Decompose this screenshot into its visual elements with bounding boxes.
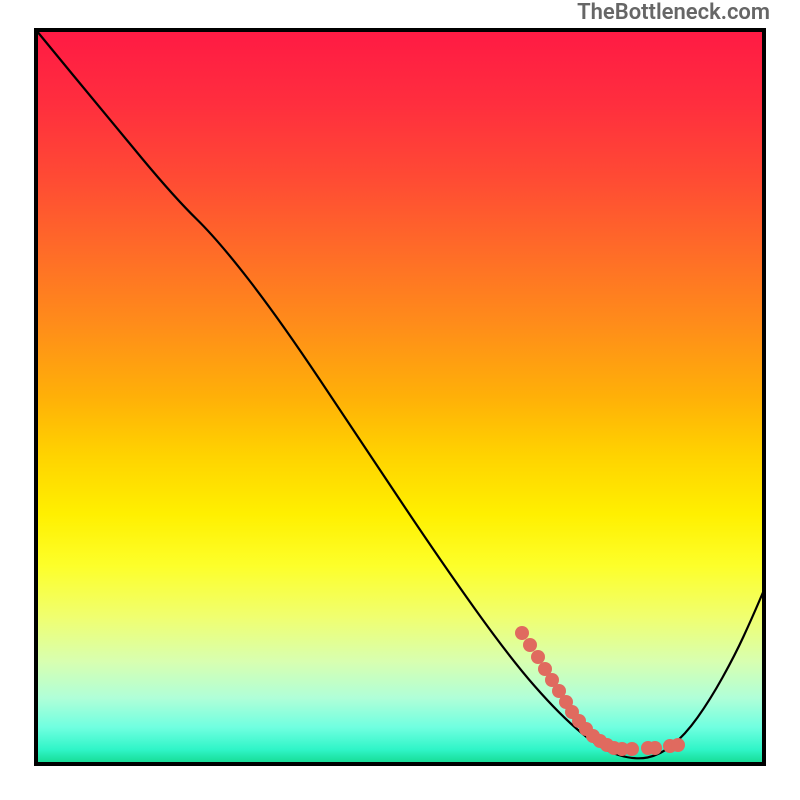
scatter-point <box>515 626 529 640</box>
scatter-point <box>648 741 662 755</box>
scatter-point <box>523 638 537 652</box>
chart-svg <box>0 0 800 800</box>
scatter-point <box>531 650 545 664</box>
scatter-point <box>625 742 639 756</box>
chart-container: TheBottleneck.com <box>0 0 800 800</box>
gradient-background <box>36 30 764 764</box>
scatter-point <box>671 738 685 752</box>
watermark-text: TheBottleneck.com <box>577 0 770 25</box>
